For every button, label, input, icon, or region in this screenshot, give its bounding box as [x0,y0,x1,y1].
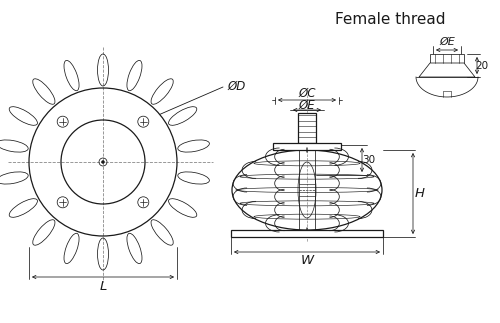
Bar [231,230,383,237]
Text: L: L [100,280,106,294]
Text: ØC: ØC [298,87,316,99]
Text: H: H [415,187,425,200]
Text: ØD: ØD [227,79,245,92]
Text: 20: 20 [476,60,488,70]
Text: ØE: ØE [439,37,455,47]
Circle shape [102,161,104,163]
Text: Female thread: Female thread [334,12,445,27]
Text: W: W [300,255,314,267]
Text: 30: 30 [362,155,376,165]
Polygon shape [419,63,475,77]
Bar [430,54,464,63]
Bar [273,143,341,150]
Text: ØE: ØE [298,99,316,111]
Bar [298,113,316,143]
